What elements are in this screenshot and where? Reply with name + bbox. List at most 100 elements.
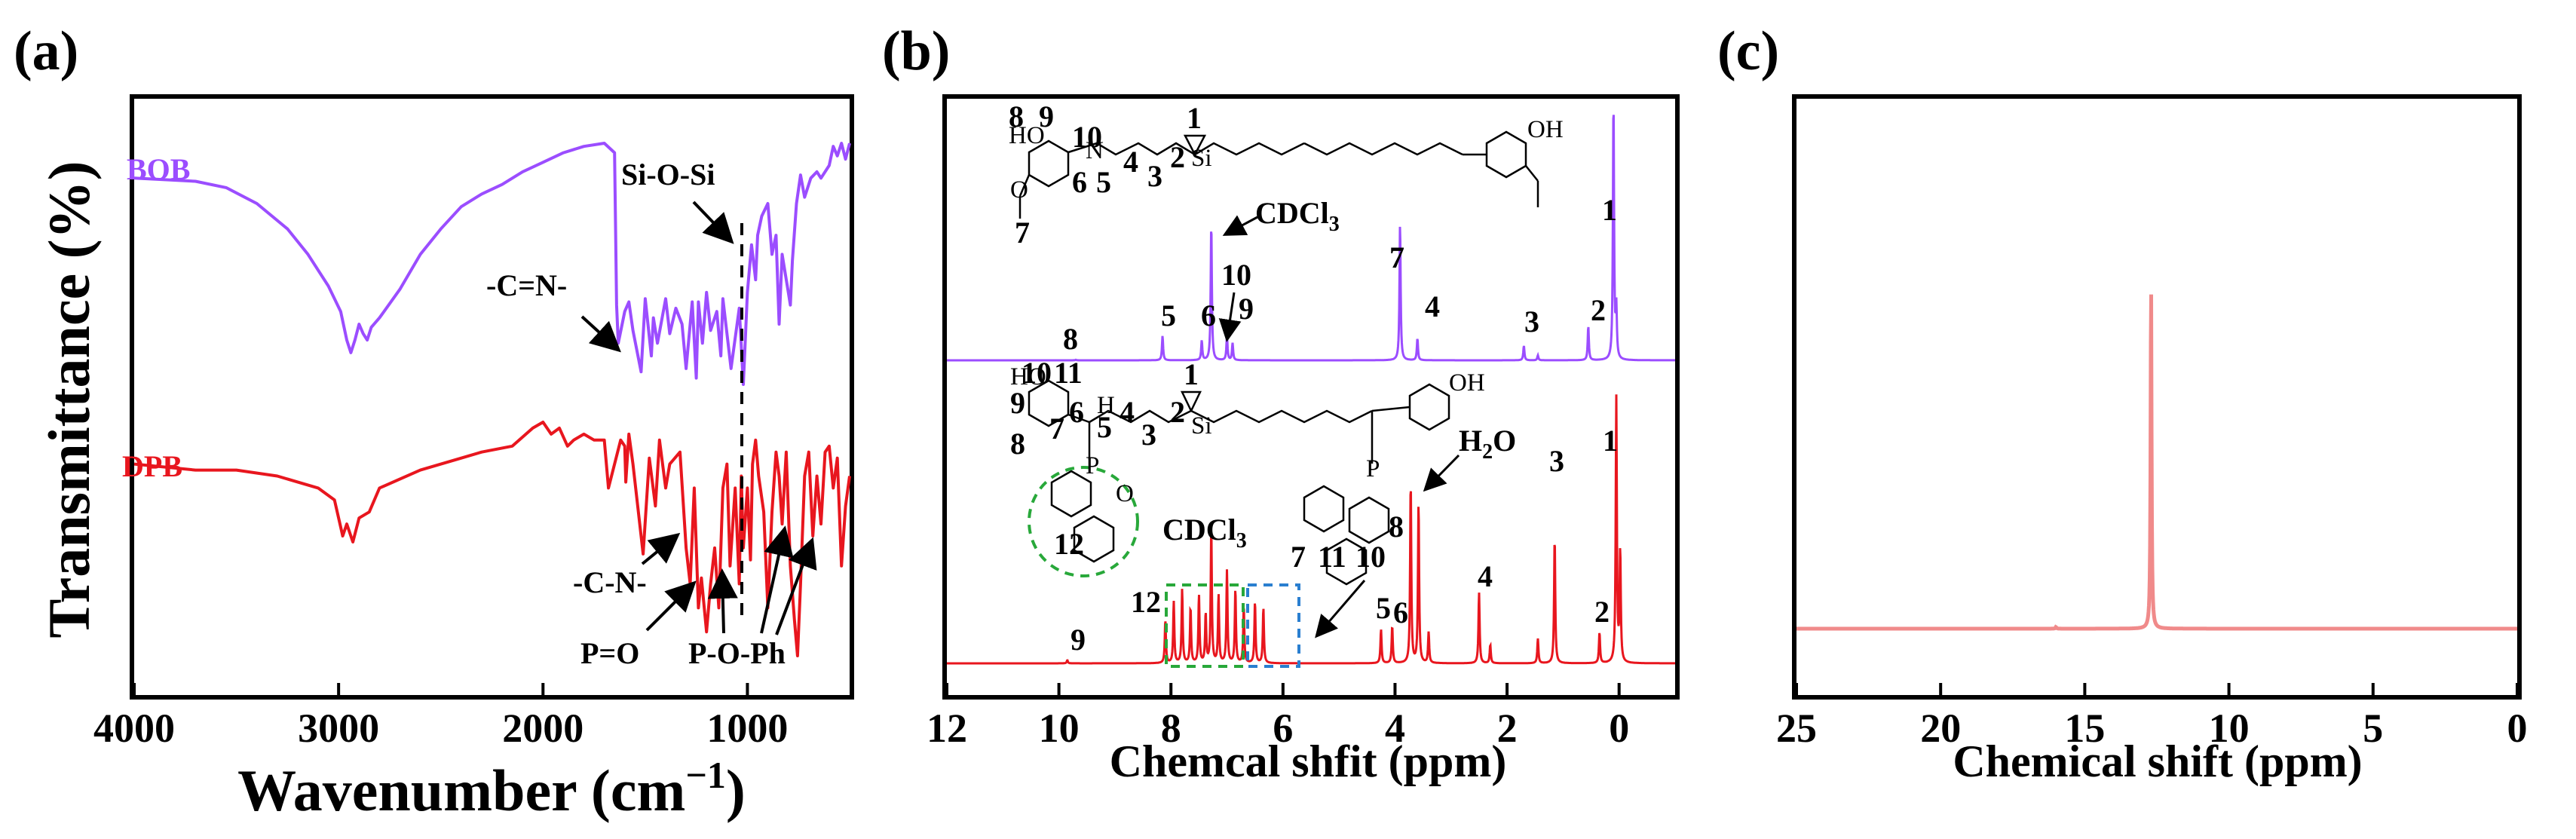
panel-c-tick-label: 20 [1920,706,1961,751]
top-spectrum-peak-labels: 1 2 3 4 5 6 7 8 10 9 CDCl3 [1063,193,1617,356]
panel-b-tick-label: 4 [1385,706,1405,751]
panel-b-tick-label: 6 [1273,706,1293,751]
panel-a-xlabel-end: ) [726,758,746,823]
bob-chain-far-right [1303,142,1463,156]
peak-label-bottom-8: 8 [1389,510,1404,544]
dpb-struct-oh: OH [1449,369,1485,397]
panel-b-x-axis-title: Chemcal shfit (ppm) [1110,736,1507,786]
peak-label-bottom-4: 4 [1478,559,1493,593]
peak-label-bottom-1: 1 [1603,424,1618,458]
panel-b-tick-label: 10 [1039,706,1080,751]
dpb-chain-right [1190,409,1373,424]
annot-cdcl3-bottom-text: CDCl [1162,513,1236,547]
arrow-cdcl3-top [1222,215,1258,236]
panel-a-tick-label: 2000 [502,706,584,751]
annot-cdcl3-top-sub: 3 [1329,213,1340,236]
annot-h2o-h: H [1459,424,1482,458]
arrow-p-o-ph-3 [775,537,817,635]
peak-label-top-6: 6 [1201,299,1216,332]
ftir-series-bob [133,142,851,386]
peak-label-bottom-3: 3 [1549,444,1564,478]
bob-bond-1 [1067,142,1098,154]
structure-bob: HO OH N Si O 8 9 10 6 7 5 4 3 2 1 [1009,100,1564,250]
dpb-label-10: 10 [1022,356,1052,390]
panel-c-tick-label: 25 [1776,706,1817,751]
bob-struct-n: N [1086,137,1104,164]
dpb-label-6: 6 [1069,395,1084,429]
peak-label-bottom-6: 6 [1393,596,1408,629]
dpb-label-1: 1 [1184,357,1199,391]
panel-b-tick-label: 12 [927,706,967,751]
bob-label-5: 5 [1096,165,1111,199]
bob-label-10: 10 [1072,120,1102,154]
peak-label-top-4: 4 [1425,289,1440,323]
arrow-p-o-ph-2 [760,525,794,634]
annot-cdcl3-top: CDCl3 [1255,196,1340,236]
bob-bond-ome [1018,174,1031,197]
annot-c-n: -C-N- [573,565,647,599]
panel-a-ticks: 4000 3000 2000 1000 [93,683,788,751]
structure-dpb: HO OH H Si P P O 10 11 9 6 5 4 3 2 1 8 7… [1010,356,1485,586]
panel-a-tick-label: 1000 [706,706,788,751]
dpb-chain-left [1089,409,1192,424]
panel-c-tick-label: 5 [2363,706,2383,751]
annot-cdcl3-bottom-sub: 3 [1236,529,1247,553]
arrow-c-eq-n [580,315,621,353]
dopo-group-dashed-circle [1028,466,1139,577]
annot-h2o-o: O [1493,424,1516,458]
arrow-h2o [1423,454,1460,492]
panel-b-tick-label: 2 [1497,706,1518,751]
panel-a-tick-label: 4000 [93,706,175,751]
panel-b-plot-frame [942,94,1680,700]
dpb-label-7: 7 [1049,412,1064,446]
bob-chain-left [1096,142,1196,156]
dpb-ring-right [1408,383,1450,431]
peak-label-top-3: 3 [1524,305,1539,338]
bob-label-2: 2 [1170,140,1185,174]
peak-label-top-10: 10 [1221,258,1251,292]
arrow-si-o-si [692,201,734,244]
panel-a-xlabel-main: Wavenumber (cm [237,758,685,823]
nmr-series-dpb [947,394,1675,665]
panel-c-curves [1796,294,2517,631]
arrow-bottom-10 [1315,580,1366,638]
peak-label-bottom-7: 7 [1291,540,1306,574]
panel-b-tick-label: 8 [1161,706,1181,751]
annot-cdcl3-bottom: CDCl3 [1162,513,1247,553]
panel-a-plot-frame [130,94,854,700]
panel-c-tick-label: 10 [2209,706,2250,751]
bob-struct-si: Si [1191,145,1212,172]
annot-h2o: H2O [1459,424,1516,464]
dpb-dopo-right-ring-2 [1348,496,1390,544]
dpb-label-8: 8 [1010,427,1025,461]
dpb-label-9: 9 [1010,386,1025,420]
dpb-dopo-left-ring-1 [1050,470,1092,518]
dpb-label-3: 3 [1141,418,1156,452]
bottom-spectrum-peak-labels: 1 2 3 4 5 6 8 9 12 7 11 10 H2O CDCl3 [1071,424,1618,657]
bob-bond-3 [1525,165,1539,182]
peak-label-top-1: 1 [1602,193,1617,227]
bob-cyclopropyl [1183,134,1207,155]
peak-label-bottom-10: 10 [1355,540,1386,574]
bob-label-3: 3 [1147,159,1162,193]
peak-label-bottom-5: 5 [1376,591,1391,625]
panel-a-ftir: (a) 4000 3000 2000 1000 Transmittance (%) W… [14,20,854,823]
panel-a-tick-label: 3000 [298,706,379,751]
bob-struct-oh: OH [1527,116,1564,143]
dpb-struct-ho: HO [1010,363,1046,390]
panel-c-tick-label: 0 [2507,706,2528,751]
legend-dpb-ftir: DPB [122,449,182,483]
dpb-bond-2 [1371,406,1411,412]
bob-label-4: 4 [1123,145,1138,179]
panel-b-tick-label: 0 [1609,706,1629,751]
annot-h2o-sub: 2 [1482,440,1493,464]
panel-b-letter: (b) [882,20,950,82]
annot-c-eq-n: -C=N- [486,268,567,302]
panel-a-letter: (a) [14,20,78,82]
dpb-dopo-left-ring-2 [1073,515,1115,563]
peak-label-top-5: 5 [1161,299,1176,332]
legend-bob-ftir: BOB [127,152,190,186]
dpb-label-12: 12 [1054,527,1084,561]
aromatic-region-box-blue [1246,583,1300,668]
dpb-bond-1 [1067,413,1090,424]
